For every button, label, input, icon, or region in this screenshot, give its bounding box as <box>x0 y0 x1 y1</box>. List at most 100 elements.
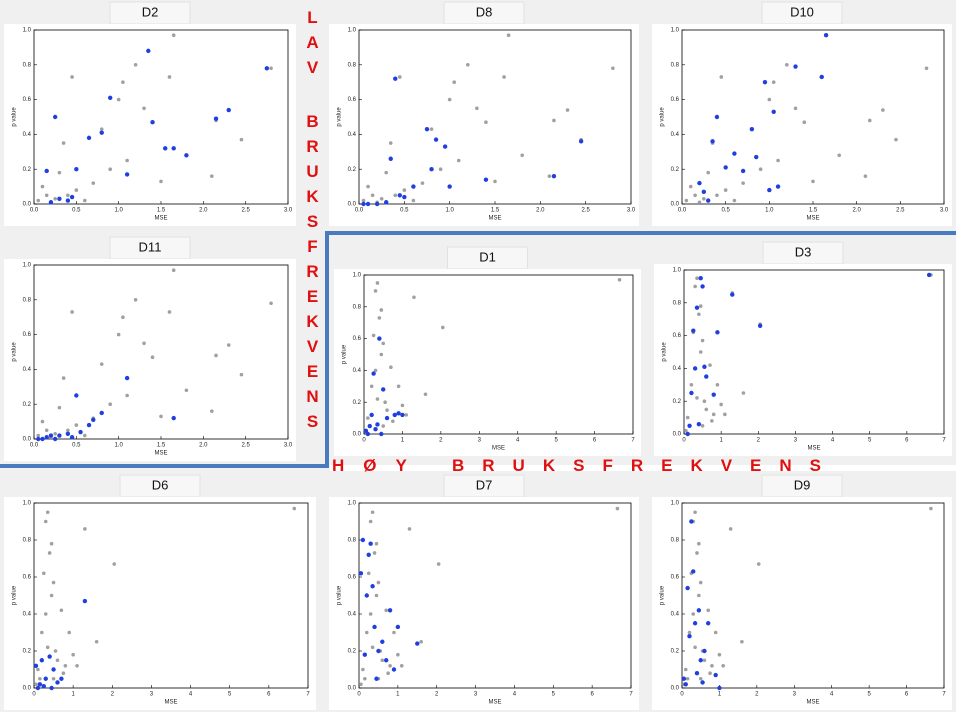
point <box>121 80 125 84</box>
y-tick-label: 0.8 <box>671 62 680 68</box>
point <box>685 431 690 437</box>
point <box>704 407 709 412</box>
x-tick-label: 2.0 <box>199 208 208 214</box>
point <box>926 272 932 278</box>
point <box>440 325 445 330</box>
point <box>83 433 87 438</box>
point <box>377 336 382 341</box>
point <box>381 387 386 392</box>
point <box>36 436 41 442</box>
y-tick-label: 0.0 <box>671 202 680 208</box>
point <box>45 645 50 650</box>
point <box>708 671 712 675</box>
point <box>53 196 57 201</box>
point <box>70 75 74 79</box>
point <box>43 612 48 616</box>
chart-title: D6 <box>152 477 169 492</box>
point <box>388 141 393 145</box>
point <box>552 118 556 123</box>
point <box>929 506 933 511</box>
point <box>694 671 700 676</box>
axes-box <box>681 502 945 689</box>
point <box>363 428 369 434</box>
point <box>695 276 699 281</box>
point <box>41 571 46 576</box>
point <box>99 362 104 366</box>
plot-frame <box>4 497 316 710</box>
point <box>698 350 703 354</box>
point <box>398 75 402 79</box>
point <box>379 308 384 312</box>
point <box>383 400 387 405</box>
point <box>370 193 375 198</box>
x-tick-label: 0.5 <box>400 208 409 214</box>
y-axis-label: p value <box>662 342 668 362</box>
point <box>758 167 763 171</box>
y-tick-label: 0.8 <box>23 297 32 303</box>
point <box>150 120 155 125</box>
point <box>685 415 690 420</box>
point <box>684 198 689 203</box>
y-tick-label: 1.0 <box>673 268 682 274</box>
point <box>44 435 49 440</box>
point <box>366 552 371 557</box>
point <box>611 66 615 71</box>
point <box>617 277 622 282</box>
point <box>442 144 448 149</box>
x-tick-label: 4 <box>189 692 193 698</box>
x-tick-label: 4 <box>513 692 517 698</box>
point <box>184 153 189 158</box>
point <box>112 562 117 566</box>
x-tick-label: 2.5 <box>581 208 590 214</box>
plot-frame <box>334 269 641 456</box>
point <box>384 200 389 205</box>
point <box>361 667 365 672</box>
point <box>374 201 380 207</box>
point <box>133 63 138 67</box>
y-tick-label: 0.0 <box>23 437 32 443</box>
point <box>551 173 557 179</box>
point <box>108 402 112 407</box>
point <box>701 189 707 195</box>
x-tick-label: 1 <box>719 438 723 444</box>
x-axis-label: MSE <box>488 216 501 222</box>
point <box>83 527 87 531</box>
point <box>438 167 443 171</box>
point <box>159 414 163 419</box>
panel: D1 0 1 2 3 4 5 6 7 0.0 0.2 0.4 0.6 0.8 1.0 MSE p value <box>334 246 641 456</box>
point <box>91 417 96 423</box>
point <box>387 608 393 613</box>
point <box>376 580 381 585</box>
point <box>711 392 716 397</box>
x-tick-label: 2 <box>111 692 115 698</box>
x-tick-label: 1 <box>718 692 722 698</box>
divider <box>0 231 956 468</box>
point <box>159 179 163 184</box>
x-tick-label: 1 <box>396 692 400 698</box>
point <box>811 179 815 184</box>
point <box>691 612 696 616</box>
point <box>379 352 384 357</box>
point <box>704 374 709 379</box>
point <box>86 135 92 141</box>
x-tick-label: 2.0 <box>852 208 861 214</box>
x-tick-label: 1.0 <box>445 208 454 214</box>
point <box>133 298 138 302</box>
point <box>730 292 735 297</box>
x-tick-label: 1.5 <box>157 443 166 449</box>
point <box>823 33 829 38</box>
y-tick-label: 0.8 <box>23 62 32 68</box>
point <box>391 419 395 424</box>
point <box>69 194 75 200</box>
y-tick-label: 0.0 <box>671 686 680 692</box>
point <box>702 658 707 663</box>
point <box>693 510 697 515</box>
point <box>36 433 41 438</box>
point <box>116 332 121 337</box>
point <box>365 431 371 437</box>
y-tick-label: 0.2 <box>353 400 362 406</box>
point <box>376 648 381 654</box>
point <box>43 676 48 681</box>
panel: D2 0.0 0.5 1.0 1.5 2.0 2.5 3.0 0.0 0.2 0.4 0.6 0.8 1.… <box>4 1 296 226</box>
y-tick-label: 0.0 <box>348 686 357 692</box>
